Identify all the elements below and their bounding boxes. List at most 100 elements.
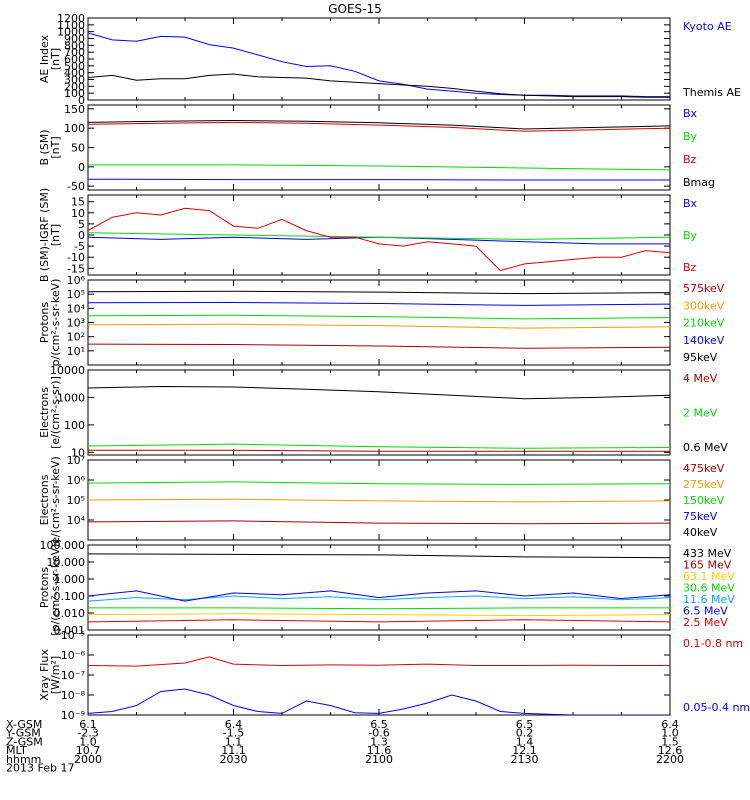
ephemeris-value: 1.0 bbox=[79, 735, 97, 748]
ephemeris-value: 11.1 bbox=[221, 744, 246, 757]
legend-433-mev: 433 MeV bbox=[683, 547, 732, 560]
legend-4-mev: 4 MeV bbox=[683, 372, 718, 385]
y-tick-label: -50 bbox=[67, 180, 85, 193]
legend-0-05-0-4-nm: 0.05-0.4 nm bbox=[683, 701, 750, 714]
legend-6-5-mev: 6.5 MeV bbox=[683, 605, 728, 618]
panel-ae: 0100200300400500600700800900100011001200… bbox=[38, 12, 741, 107]
series-line-bmag bbox=[88, 119, 670, 130]
series-line-by bbox=[88, 164, 670, 171]
y-tick-label: 150 bbox=[64, 103, 85, 116]
legend-30-6-mev: 30.6 MeV bbox=[683, 582, 735, 595]
y-tick-label: -10 bbox=[67, 251, 85, 264]
ephemeris-value: 10.7 bbox=[76, 744, 101, 757]
legend-kyoto-ae: Kyoto AE bbox=[683, 20, 732, 33]
y-tick-label: 10.000 bbox=[47, 556, 86, 569]
series-line-2-5-mev bbox=[88, 619, 670, 623]
y-tick-label: 100 bbox=[64, 87, 85, 100]
ephemeris-row-label: Z-GSM bbox=[6, 735, 43, 748]
ephemeris-value: 6.5 bbox=[516, 718, 534, 731]
y-tick-label: 600 bbox=[64, 53, 85, 66]
legend-165-mev: 165 MeV bbox=[683, 559, 732, 572]
ephemeris-row-label: MLT bbox=[6, 744, 27, 757]
y-tick-label: -5 bbox=[74, 240, 85, 253]
series-line-bz bbox=[88, 207, 670, 272]
panel-b: -50 0 50 100 150 B (SM)[nT] Bx By Bz Bmag bbox=[38, 103, 715, 193]
y-tick-label: 10⁵ bbox=[67, 494, 85, 507]
y-tick-label: 500 bbox=[64, 60, 85, 73]
panel-frame bbox=[87, 17, 671, 101]
ephemeris-value: 1.0 bbox=[661, 727, 679, 740]
legend-by: By bbox=[683, 229, 698, 242]
series-line-4-mev bbox=[88, 449, 670, 452]
y-axis-label: [e/(cm²-s-sr)] bbox=[49, 376, 62, 449]
legend-bx: Bx bbox=[683, 197, 698, 210]
y-axis-label: [W/m²] bbox=[49, 656, 62, 694]
legend-2-mev: 2 MeV bbox=[683, 407, 718, 420]
y-axis-label: [nT] bbox=[49, 136, 62, 158]
ephemeris-value: 6.5 bbox=[370, 718, 388, 731]
series-line-575kev bbox=[88, 343, 670, 349]
ephemeris-value: 11.6 bbox=[367, 744, 392, 757]
legend-75kev: 75keV bbox=[683, 510, 718, 523]
series-line-150kev bbox=[88, 481, 670, 485]
legend-bz: Bz bbox=[683, 153, 697, 166]
y-tick-label: 1000 bbox=[57, 26, 85, 39]
ephemeris-value: 2000 bbox=[74, 753, 102, 766]
y-tick-label: -15 bbox=[67, 262, 85, 275]
y-tick-label: 10⁻⁹ bbox=[61, 709, 85, 722]
ephemeris-value: 0.2 bbox=[516, 727, 534, 740]
panel-protons_mev: 0.001 0.010 0.100 1.000 10.000 100.000 Protons… bbox=[38, 539, 735, 637]
series-line-11-6-mev bbox=[88, 595, 670, 602]
ephemeris-value: 2100 bbox=[365, 753, 393, 766]
y-axis-label: e/(cm²-s-sr-keV) bbox=[49, 456, 62, 544]
ephemeris-value: 6.4 bbox=[661, 718, 679, 731]
series-line-0-6-mev bbox=[88, 385, 670, 400]
ephemeris-value: 1.4 bbox=[516, 735, 534, 748]
legend-0-1-0-8-nm: 0.1-0.8 nm bbox=[683, 637, 743, 650]
y-tick-label: 0 bbox=[78, 229, 85, 242]
ephemeris-value: 2030 bbox=[220, 753, 248, 766]
y-tick-label: 200 bbox=[64, 80, 85, 93]
y-axis-label: Xray Flux bbox=[38, 649, 51, 701]
y-axis-label: Electrons bbox=[38, 474, 51, 525]
y-tick-label: 50 bbox=[71, 142, 85, 155]
ephemeris-value: -1.5 bbox=[223, 727, 244, 740]
series-line-0-1-0-8-nm bbox=[88, 656, 670, 667]
legend-150kev: 150keV bbox=[683, 494, 725, 507]
series-line-475kev bbox=[88, 520, 670, 525]
y-tick-label: 10000 bbox=[50, 364, 85, 377]
y-tick-label: 10⁴ bbox=[67, 302, 86, 315]
series-line-63-1-mev bbox=[88, 613, 670, 617]
y-axis-label: [nT] bbox=[49, 48, 62, 70]
legend-11-6-mev: 11.6 MeV bbox=[683, 593, 735, 606]
y-tick-label: 10⁶ bbox=[67, 274, 86, 287]
ephemeris-value: 1.3 bbox=[370, 735, 388, 748]
y-axis-label: Electrons bbox=[38, 387, 51, 438]
y-tick-label: 10⁻⁷ bbox=[61, 669, 85, 682]
legend-40kev: 40keV bbox=[683, 526, 718, 539]
ephemeris-row-label: X-GSM bbox=[6, 718, 42, 731]
ephemeris-row-label: hhmm bbox=[6, 753, 41, 766]
legend-by: By bbox=[683, 130, 698, 143]
y-axis-label: p/(cm²-s-sr-keV) bbox=[49, 279, 62, 367]
series-line-140kev bbox=[88, 301, 670, 306]
legend-themis-ae: Themis AE bbox=[682, 86, 741, 99]
legend-bmag: Bmag bbox=[683, 176, 715, 189]
y-tick-label: 10² bbox=[67, 331, 85, 344]
legend-475kev: 475keV bbox=[683, 462, 725, 475]
series-line-300kev bbox=[88, 323, 670, 329]
chart-title: GOES-15 bbox=[328, 2, 382, 16]
legend-bz: Bz bbox=[683, 261, 697, 274]
legend-140kev: 140keV bbox=[683, 334, 725, 347]
y-tick-label: 10⁷ bbox=[67, 454, 85, 467]
series-line-by bbox=[88, 232, 670, 240]
legend-2-5-mev: 2.5 MeV bbox=[683, 616, 728, 629]
y-tick-label: 10⁵ bbox=[67, 288, 85, 301]
legend-63-1-mev: 63.1 MeV bbox=[683, 570, 735, 583]
legend-95kev: 95keV bbox=[683, 351, 718, 364]
ephemeris-value: 1.1 bbox=[225, 735, 243, 748]
panel-frame bbox=[87, 544, 671, 631]
